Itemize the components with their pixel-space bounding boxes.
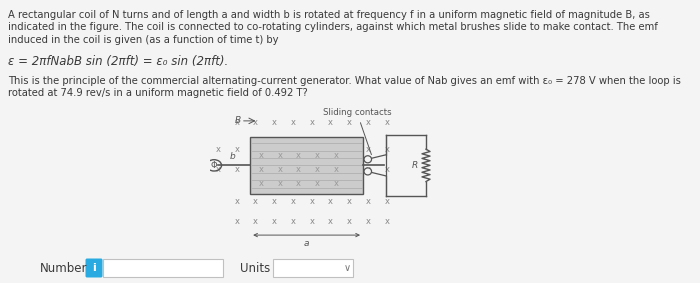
Text: x: x: [277, 179, 282, 188]
Text: x: x: [253, 118, 258, 127]
Text: x: x: [334, 165, 339, 174]
Text: x: x: [328, 118, 333, 127]
Text: x: x: [334, 179, 339, 188]
Text: ε = 2πfNabB sin (2πft) = ε₀ sin (2πft).: ε = 2πfNabB sin (2πft) = ε₀ sin (2πft).: [8, 55, 228, 68]
Text: This is the principle of the commercial alternating-current generator. What valu: This is the principle of the commercial …: [8, 76, 681, 85]
Bar: [103, 259, 223, 277]
Text: B: B: [234, 116, 241, 125]
Text: x: x: [296, 165, 301, 174]
Text: x: x: [384, 145, 390, 154]
Text: x: x: [290, 118, 295, 127]
Text: x: x: [216, 165, 220, 174]
Text: x: x: [366, 165, 371, 174]
Text: R: R: [412, 161, 419, 170]
Text: x: x: [315, 165, 320, 174]
Text: x: x: [234, 118, 239, 127]
Text: induced in the coil is given (as a function of time t) by: induced in the coil is given (as a funct…: [8, 35, 279, 45]
Text: x: x: [272, 217, 277, 226]
Text: x: x: [347, 197, 352, 206]
Text: x: x: [347, 217, 352, 226]
Text: x: x: [384, 197, 390, 206]
Text: x: x: [258, 151, 263, 160]
Text: b: b: [230, 152, 236, 161]
Text: x: x: [328, 217, 333, 226]
Text: x: x: [272, 118, 277, 127]
Text: x: x: [334, 151, 339, 160]
Text: Φ: Φ: [211, 161, 217, 170]
Text: ∨: ∨: [344, 263, 351, 273]
Text: x: x: [384, 118, 390, 127]
Text: x: x: [253, 217, 258, 226]
Text: x: x: [366, 197, 371, 206]
Text: x: x: [258, 165, 263, 174]
Text: x: x: [234, 165, 239, 174]
Text: x: x: [296, 179, 301, 188]
Text: rotated at 74.9 rev/s in a uniform magnetic field of 0.492 T?: rotated at 74.9 rev/s in a uniform magne…: [8, 88, 308, 98]
Text: indicated in the figure. The coil is connected to co-rotating cylinders, against: indicated in the figure. The coil is con…: [8, 23, 658, 33]
Text: x: x: [309, 217, 314, 226]
Text: x: x: [328, 197, 333, 206]
Text: x: x: [309, 118, 314, 127]
Text: x: x: [253, 197, 258, 206]
Ellipse shape: [364, 168, 372, 175]
Ellipse shape: [364, 156, 372, 163]
Text: x: x: [366, 145, 371, 154]
Text: x: x: [366, 118, 371, 127]
Text: x: x: [277, 151, 282, 160]
Text: x: x: [216, 145, 220, 154]
Text: x: x: [277, 165, 282, 174]
Text: x: x: [272, 197, 277, 206]
Text: x: x: [384, 217, 390, 226]
Text: x: x: [234, 217, 239, 226]
Text: A rectangular coil of N turns and of length a and width b is rotated at frequenc: A rectangular coil of N turns and of len…: [8, 10, 650, 20]
Text: x: x: [347, 118, 352, 127]
Text: x: x: [290, 217, 295, 226]
Text: Units: Units: [240, 261, 270, 275]
Text: x: x: [296, 151, 301, 160]
FancyBboxPatch shape: [85, 258, 102, 278]
Text: i: i: [92, 263, 96, 273]
Text: Sliding contacts: Sliding contacts: [323, 108, 391, 155]
Bar: [273, 259, 353, 277]
Bar: [251, 137, 363, 194]
Text: x: x: [315, 151, 320, 160]
Text: Number: Number: [40, 261, 88, 275]
Text: x: x: [384, 165, 390, 174]
Text: x: x: [290, 197, 295, 206]
Text: x: x: [258, 179, 263, 188]
Text: x: x: [366, 217, 371, 226]
Text: x: x: [315, 179, 320, 188]
Text: a: a: [304, 239, 309, 248]
Text: x: x: [309, 197, 314, 206]
Text: x: x: [234, 197, 239, 206]
Text: x: x: [234, 145, 239, 154]
